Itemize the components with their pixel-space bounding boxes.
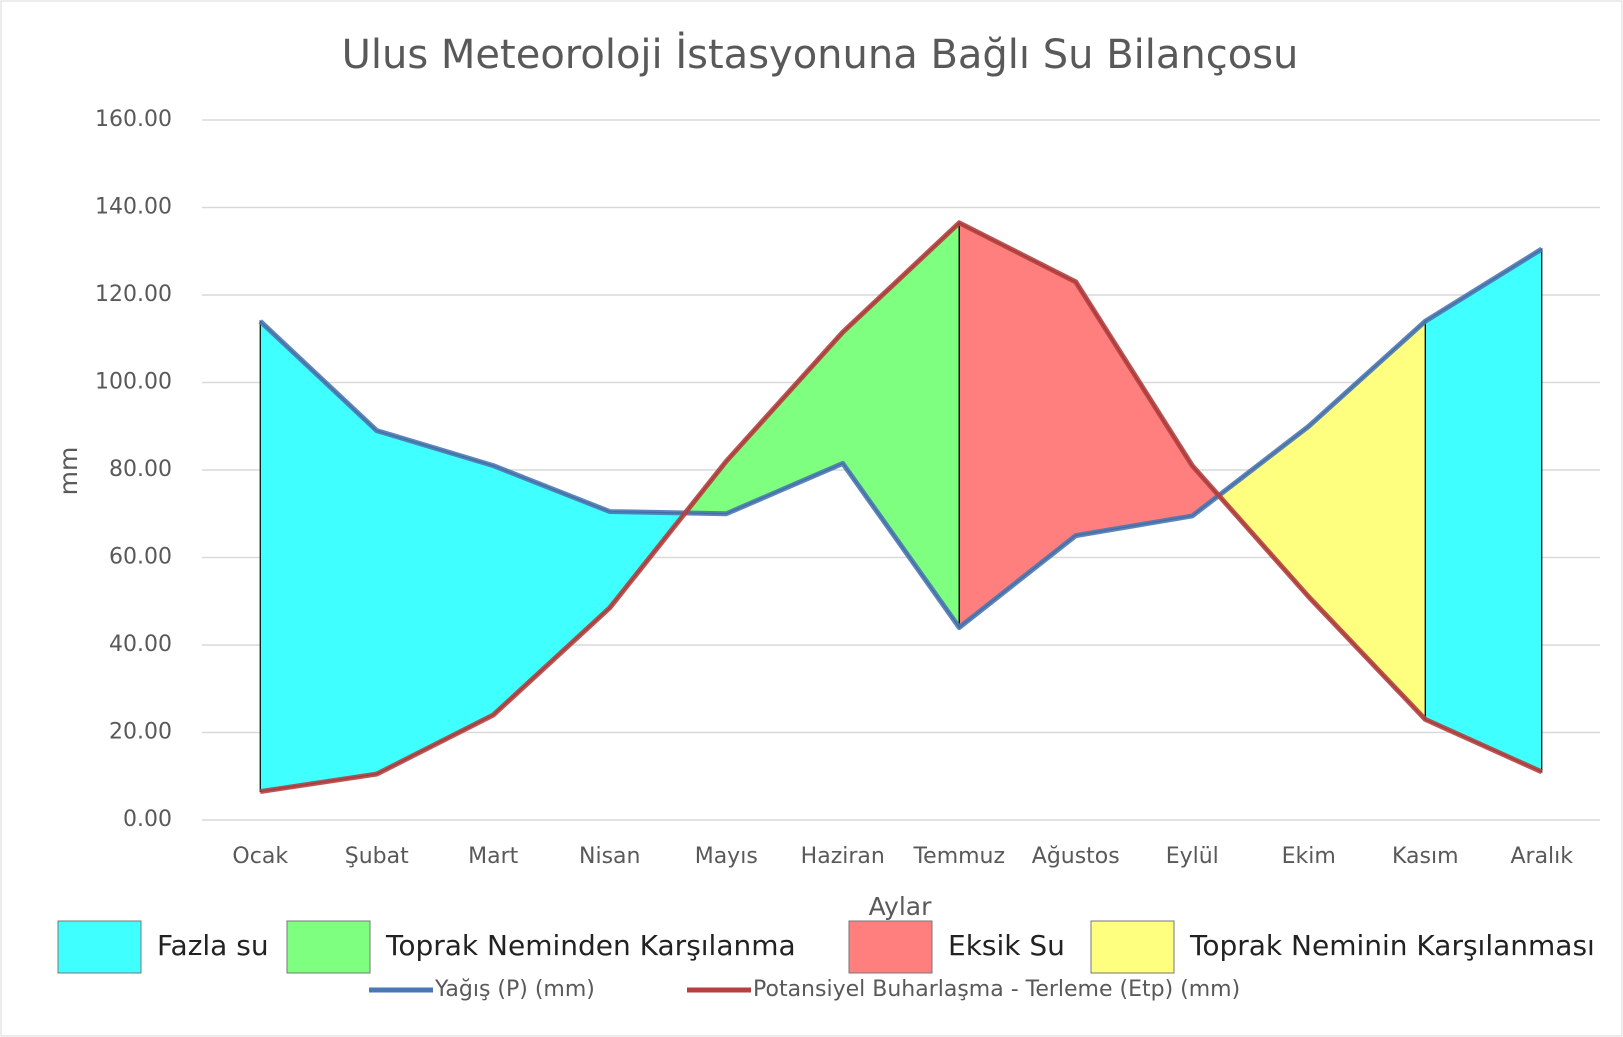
x-tick-label: Mayıs bbox=[695, 844, 758, 869]
y-tick-label: 160.00 bbox=[95, 107, 172, 132]
y-tick-label: 100.00 bbox=[95, 370, 172, 395]
y-tick-label: 20.00 bbox=[109, 720, 172, 745]
y-tick-label: 40.00 bbox=[109, 632, 172, 657]
x-tick-label: Haziran bbox=[801, 844, 885, 869]
y-tick-label: 60.00 bbox=[109, 545, 172, 570]
legend-label: Yağış (P) (mm) bbox=[434, 977, 595, 1002]
chart-title: Ulus Meteoroloji İstasyonuna Bağlı Su Bi… bbox=[342, 30, 1299, 78]
y-tick-label: 0.00 bbox=[123, 807, 172, 832]
x-axis-label: Aylar bbox=[869, 892, 932, 921]
y-tick-label: 120.00 bbox=[95, 282, 172, 307]
x-tick-label: Şubat bbox=[345, 844, 409, 869]
y-tick-label: 140.00 bbox=[95, 195, 172, 220]
x-tick-label: Eylül bbox=[1166, 844, 1219, 869]
y-tick-label: 80.00 bbox=[109, 457, 172, 482]
legend-swatch bbox=[286, 920, 371, 974]
legend-swatch bbox=[57, 920, 142, 974]
x-tick-label: Kasım bbox=[1392, 844, 1459, 869]
x-tick-label: Mart bbox=[468, 844, 519, 869]
legend-label: Toprak Neminin Karşılanması bbox=[1189, 929, 1595, 962]
x-tick-label: Ağustos bbox=[1032, 844, 1120, 869]
series-line bbox=[259, 220, 1543, 795]
x-tick-label: Temmuz bbox=[912, 844, 1005, 869]
y-axis-label: mm bbox=[54, 447, 83, 496]
series-line bbox=[258, 246, 1544, 630]
x-tick-label: Ekim bbox=[1282, 844, 1336, 869]
x-tick-label: Nisan bbox=[579, 844, 640, 869]
legend-swatch bbox=[1090, 920, 1175, 974]
x-tick-label: Ocak bbox=[232, 844, 288, 869]
x-tick-label: Aralık bbox=[1510, 844, 1573, 869]
legend-label: Toprak Neminden Karşılanma bbox=[385, 929, 796, 962]
legend-label: Fazla su bbox=[157, 929, 269, 962]
area bbox=[1424, 247, 1543, 773]
legend-label: Potansiyel Buharlaşma - Terleme (Etp) (m… bbox=[753, 977, 1240, 1002]
legend-label: Eksik Su bbox=[948, 929, 1065, 962]
legend-swatch bbox=[848, 920, 933, 974]
